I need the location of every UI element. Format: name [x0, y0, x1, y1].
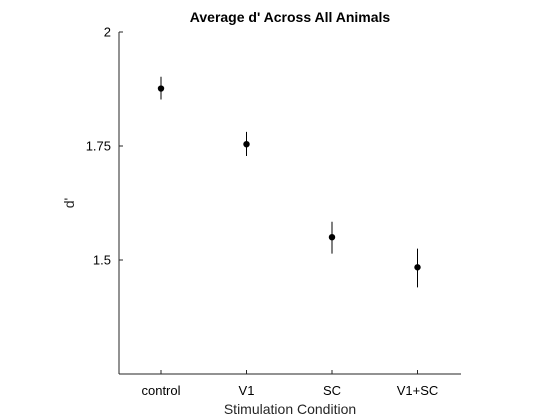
x-ticks: control V1 SC V1+SC [141, 370, 438, 398]
chart-title: Average d' Across All Animals [190, 9, 391, 25]
data-point [414, 264, 421, 271]
x-tick-label: V1 [239, 383, 255, 398]
data-point [157, 85, 165, 92]
data-marks [157, 76, 421, 288]
x-tick-label: SC [323, 383, 341, 398]
x-tick-label: control [141, 383, 180, 398]
x-tick-label: V1+SC [397, 383, 439, 398]
y-tick-label: 1.5 [93, 253, 111, 268]
y-tick-label: 1.75 [86, 139, 111, 154]
data-point [328, 234, 336, 241]
y-ticks: 1.5 1.75 2 [86, 25, 123, 268]
x-axis-label: Stimulation Condition [224, 401, 356, 417]
plot-area [118, 32, 461, 375]
data-point [243, 140, 250, 148]
y-axis-label: d' [61, 198, 77, 208]
y-tick-label: 2 [104, 25, 111, 40]
